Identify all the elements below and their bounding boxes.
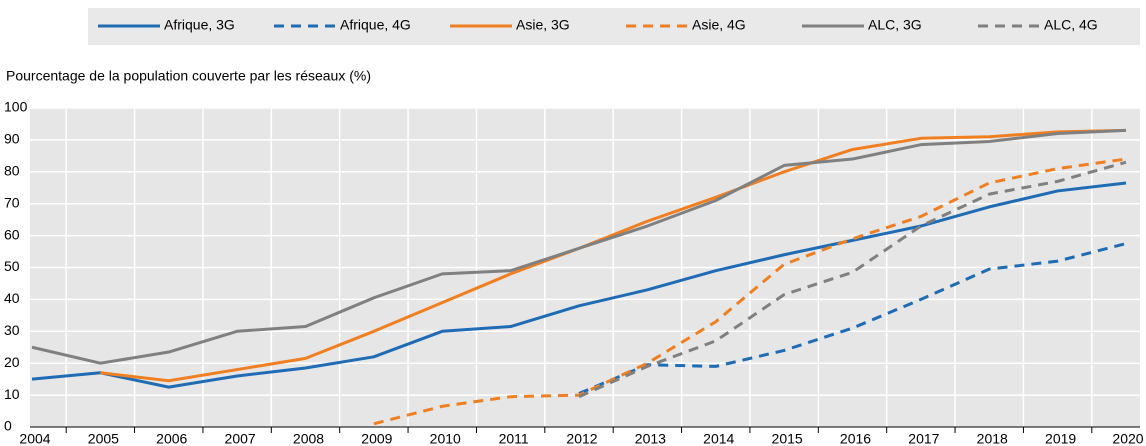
legend-label: Afrique, 3G [164,17,235,33]
x-tick-label: 2013 [635,431,666,446]
x-tick-label: 2004 [19,431,50,446]
x-tick-label: 2006 [156,431,187,446]
x-tick-label: 2007 [225,431,256,446]
series-line [373,157,1127,426]
x-tick-label: 2020 [1112,431,1143,446]
y-tick-label: 50 [4,258,20,274]
y-tick-label: 10 [4,386,20,402]
series-line [31,128,1127,365]
x-tick-label: 2009 [361,431,392,446]
y-tick-label: 80 [4,163,20,179]
x-tick-label: 2005 [88,431,119,446]
series-line [31,181,1127,389]
x-tick-label: 2012 [566,431,597,446]
y-tick-label: 0 [4,418,12,434]
series-line [100,128,1127,383]
x-tick-label: 2015 [772,431,803,446]
x-tick-label: 2018 [977,431,1008,446]
x-tick-label: 2016 [840,431,871,446]
x-tick-label: 2019 [1045,431,1076,446]
legend-label: ALC, 4G [1044,17,1098,33]
legend-label: Asie, 4G [692,17,746,33]
legend-label: ALC, 3G [868,17,922,33]
y-tick-label: 70 [4,194,20,210]
series-line [578,242,1127,395]
x-tick-label: 2017 [908,431,939,446]
y-axis-label: Pourcentage de la population couverte pa… [6,68,371,84]
legend-label: Asie, 3G [516,17,570,33]
legend-box [88,8,1140,45]
x-tick-label: 2014 [703,431,734,446]
y-tick-label: 100 [4,99,28,115]
y-tick-label: 30 [4,322,20,338]
x-tick-label: 2011 [499,431,529,446]
legend-label: Afrique, 4G [340,17,411,33]
x-tick-label: 2010 [430,431,461,446]
x-tick-label: 2008 [293,431,324,446]
y-tick-label: 20 [4,354,20,370]
y-tick-label: 90 [4,131,20,147]
y-tick-label: 60 [4,226,20,242]
y-tick-label: 40 [4,290,20,306]
